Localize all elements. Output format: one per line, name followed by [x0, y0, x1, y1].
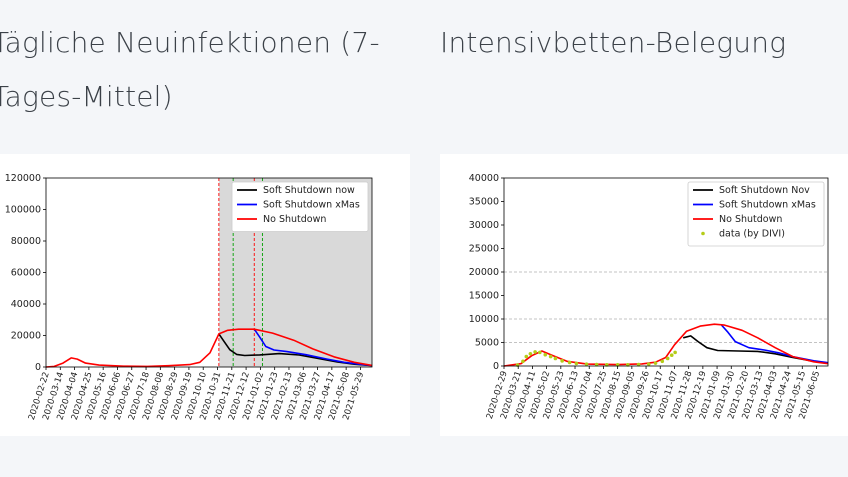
y-tick-label: 5000	[475, 338, 499, 349]
chart-heading-icu-beds: Intensivbetten-Belegung	[440, 26, 787, 59]
legend-label: Soft Shutdown xMas	[719, 200, 816, 211]
legend-box	[231, 181, 369, 232]
chart-heading-new-infections: Tägliche Neuinfektionen (7-Tages-Mittel)	[0, 26, 380, 113]
y-tick-label: 0	[35, 362, 41, 373]
chart-icu-beds: 0 5000 10000 15000 20000 25000 30000 35000 40000…	[469, 173, 829, 420]
y-tick-label: 35000	[469, 197, 499, 208]
y-tick-label: 80000	[11, 236, 41, 247]
y-tick-label: 120000	[5, 173, 41, 184]
series-no-shutdown	[503, 323, 829, 367]
y-tick-label: 25000	[469, 244, 499, 255]
y-tick-label: 100000	[5, 205, 41, 216]
y-tick-label: 0	[493, 361, 499, 372]
data-point	[669, 353, 674, 357]
legend-label: No Shutdown	[263, 214, 326, 225]
legend-marker	[701, 231, 705, 236]
data-point	[553, 356, 558, 361]
data-point	[538, 350, 542, 355]
legend-label: Soft Shutdown now	[263, 185, 355, 196]
y-tick-label: 40000	[11, 299, 41, 310]
data-point	[528, 351, 533, 356]
chart-panel-icu-beds: 0 5000 10000 15000 20000 25000 30000 35000 40000…	[440, 154, 848, 436]
data-point	[548, 354, 553, 359]
data-point	[574, 361, 579, 366]
legend: Soft Shutdown Nov Soft Shutdown xMas No Sh…	[687, 181, 825, 247]
series-soft-shutdown-xmas	[253, 328, 373, 367]
data-point	[533, 350, 537, 354]
data-point	[660, 359, 665, 364]
data-point	[594, 362, 599, 367]
data-point	[521, 359, 525, 364]
series-no-shutdown	[45, 328, 373, 368]
data-point	[636, 362, 641, 367]
y-tick-label: 15000	[469, 291, 499, 302]
legend-label: Soft Shutdown Nov	[719, 185, 810, 196]
data-point	[653, 361, 658, 365]
data-point	[543, 352, 548, 357]
data-point	[524, 354, 529, 359]
y-tick-label: 30000	[469, 220, 499, 231]
series-soft-shutdown-xmas	[720, 324, 829, 364]
legend: Soft Shutdown now Soft Shutdown xMas No Sh…	[231, 181, 369, 232]
legend-label: Soft Shutdown xMas	[263, 200, 360, 211]
chart-new-infections: 0200004000060000800001000001200002020-02…	[5, 173, 373, 421]
y-tick-label: 40000	[469, 173, 499, 184]
legend-box	[687, 181, 825, 247]
y-tick-label: 60000	[11, 268, 41, 279]
data-point	[665, 356, 670, 361]
data-point	[584, 362, 589, 366]
y-tick-label: 20000	[469, 267, 499, 278]
chart-panel-new-infections: 0 20000 40000 60000 80000 100000 120000 2020-02…	[0, 154, 410, 436]
data-point	[567, 360, 572, 365]
data-point	[560, 359, 564, 363]
legend-label: data (by DIVI)	[719, 229, 785, 240]
series-data-by-divi	[515, 350, 677, 367]
y-tick-label: 10000	[469, 314, 499, 325]
legend-label: No Shutdown	[719, 214, 782, 225]
y-tick-label: 20000	[11, 331, 41, 342]
data-point	[646, 362, 651, 366]
data-point	[673, 350, 677, 355]
